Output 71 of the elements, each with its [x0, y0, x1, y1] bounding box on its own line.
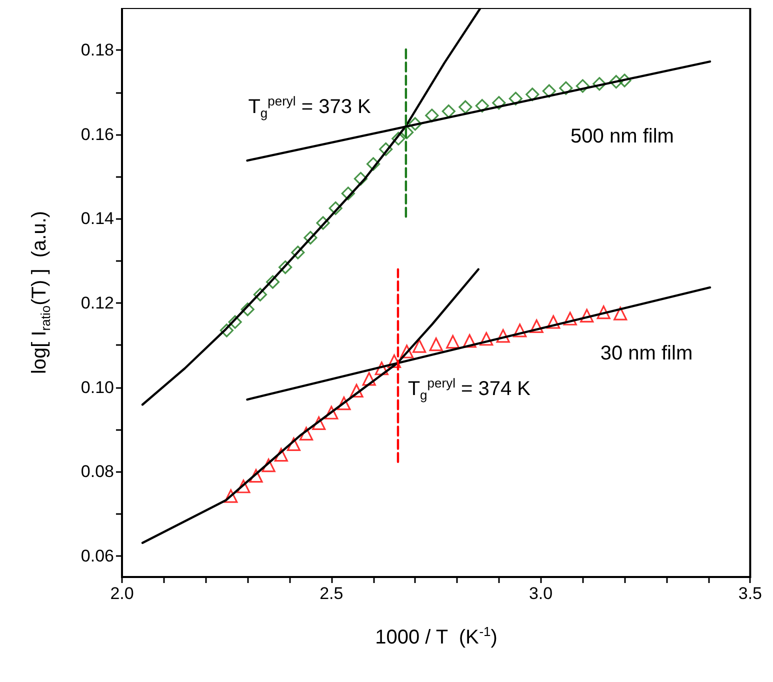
point	[530, 319, 544, 334]
series-label: 30 nm film	[600, 342, 693, 365]
point	[526, 88, 540, 102]
point	[286, 437, 301, 452]
point	[458, 100, 472, 114]
point	[220, 324, 234, 338]
point	[580, 308, 594, 322]
point	[240, 302, 254, 316]
point	[354, 172, 368, 186]
y-tick-label: 0.08	[80, 462, 114, 482]
point	[253, 288, 267, 302]
point	[328, 201, 342, 216]
point	[462, 334, 476, 348]
y-axis-title: log[ Iratio(T) ] (a.u.)	[28, 210, 53, 374]
point	[337, 396, 351, 410]
point	[304, 230, 318, 245]
point	[236, 480, 250, 494]
point	[609, 74, 623, 89]
point	[366, 157, 380, 171]
point	[425, 108, 439, 122]
point	[350, 384, 364, 398]
point	[592, 77, 606, 91]
x-tick-label: 2.5	[320, 584, 344, 603]
point	[559, 81, 573, 95]
point	[387, 354, 402, 368]
point	[442, 104, 456, 118]
point	[278, 260, 292, 274]
point	[362, 372, 376, 386]
point	[496, 329, 510, 343]
series-label: 500 nm film	[570, 125, 674, 148]
point	[576, 79, 590, 93]
point	[508, 92, 522, 106]
y-tick-label: 0.18	[80, 40, 114, 60]
point	[341, 186, 355, 200]
point	[563, 312, 577, 326]
x-tick-label: 3.0	[528, 584, 553, 603]
y-tick-label: 0.12	[80, 294, 114, 313]
point	[228, 315, 242, 329]
point	[480, 332, 494, 346]
point	[266, 275, 280, 289]
point	[492, 96, 506, 110]
y-tick-label: 0.10	[80, 378, 114, 397]
point	[324, 406, 338, 420]
point	[513, 324, 527, 338]
point	[224, 489, 238, 503]
point	[408, 117, 422, 131]
point	[379, 142, 393, 156]
point	[446, 335, 460, 349]
point	[412, 339, 426, 353]
point	[299, 426, 314, 440]
point	[374, 362, 388, 376]
point	[249, 469, 263, 483]
point	[618, 74, 632, 88]
point	[392, 132, 406, 146]
point	[546, 315, 560, 329]
y-tick-label: 0.16	[80, 124, 114, 144]
y-tick-label: 0.06	[80, 546, 114, 566]
point	[429, 338, 443, 352]
x-tick-label: 3.5	[738, 584, 762, 603]
point	[274, 448, 288, 462]
point	[542, 84, 556, 98]
point	[596, 306, 610, 320]
x-tick-label: 2.0	[110, 584, 134, 603]
point	[475, 98, 489, 113]
point	[291, 246, 305, 260]
point	[312, 416, 326, 430]
point	[614, 306, 628, 320]
y-tick-label: 0.14	[80, 209, 114, 228]
point	[400, 344, 414, 358]
point	[316, 216, 330, 230]
point	[262, 458, 276, 472]
